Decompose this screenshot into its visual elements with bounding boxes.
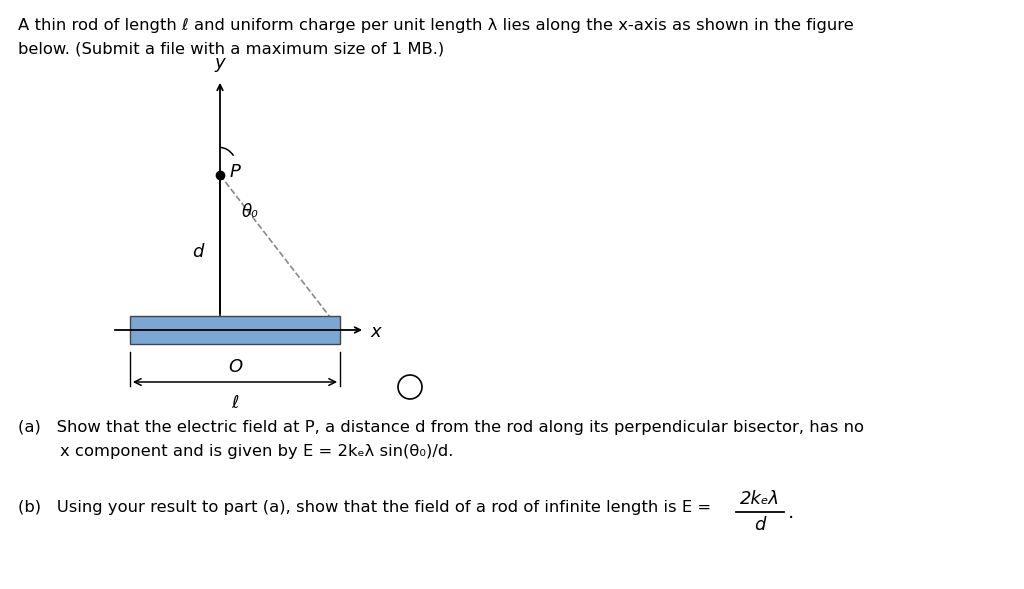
Text: i: i xyxy=(408,380,412,394)
Text: x component and is given by E = 2kₑλ sin(θ₀)/d.: x component and is given by E = 2kₑλ sin… xyxy=(18,444,454,459)
Text: O: O xyxy=(228,358,242,376)
Text: d: d xyxy=(755,516,766,534)
Text: .: . xyxy=(788,504,795,522)
Bar xyxy=(130,316,340,344)
Text: (b)   Using your result to part (a), show that the field of a rod of infinite le: (b) Using your result to part (a), show … xyxy=(18,500,717,515)
Text: d: d xyxy=(193,243,204,261)
Text: P: P xyxy=(230,163,241,181)
Text: 2kₑλ: 2kₑλ xyxy=(740,490,780,508)
Text: A thin rod of length ℓ and uniform charge per unit length λ lies along the x-axi: A thin rod of length ℓ and uniform charg… xyxy=(18,18,854,33)
Circle shape xyxy=(398,375,422,399)
Text: θ₀: θ₀ xyxy=(242,203,259,221)
Text: ℓ: ℓ xyxy=(231,394,239,412)
Text: x: x xyxy=(370,323,381,341)
Text: y: y xyxy=(215,54,225,72)
Text: below. (Submit a file with a maximum size of 1 MB.): below. (Submit a file with a maximum siz… xyxy=(18,42,444,57)
Text: (a)   Show that the electric field at P, a distance d from the rod along its per: (a) Show that the electric field at P, a… xyxy=(18,420,864,435)
